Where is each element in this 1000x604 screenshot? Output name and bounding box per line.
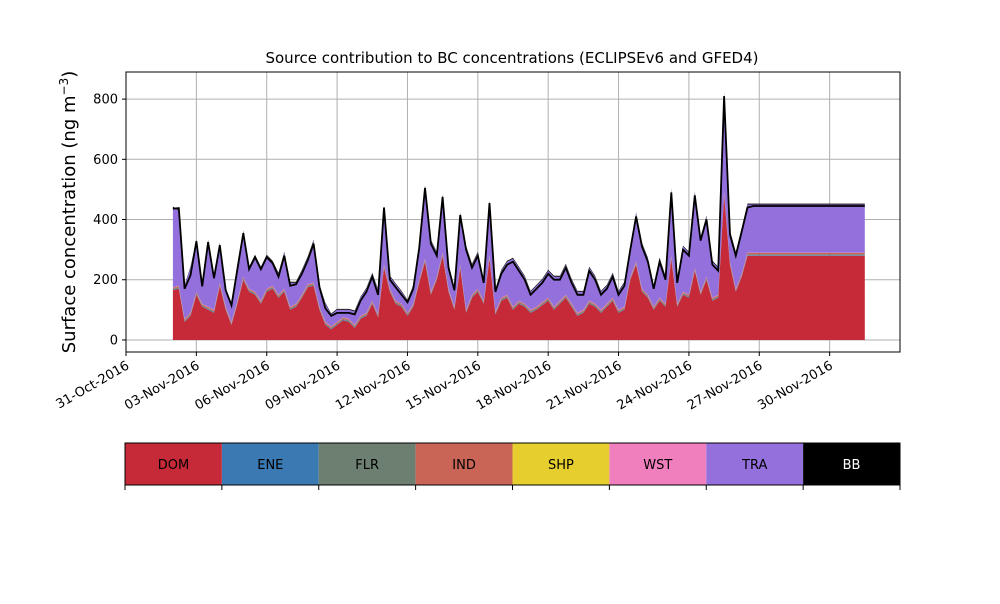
legend-label-wst: WST xyxy=(643,458,672,473)
legend-swatch-wst xyxy=(609,443,707,485)
x-tick-label: 18-Nov-2016 xyxy=(474,358,554,413)
x-tick-label: 03-Nov-2016 xyxy=(122,358,202,413)
x-axis-ticks: 31-Oct-201603-Nov-201606-Nov-201609-Nov-… xyxy=(54,352,836,413)
legend-label-ene: ENE xyxy=(257,458,283,473)
x-tick-label: 31-Oct-2016 xyxy=(54,358,132,412)
y-axis-ticks: 0 200 400 600 800 xyxy=(93,93,126,348)
y-tick-label: 200 xyxy=(93,273,118,288)
legend-label-flr: FLR xyxy=(355,458,379,473)
stacked-areas xyxy=(172,92,865,340)
y-tick-label: 400 xyxy=(93,213,118,228)
chart-title: Source contribution to BC concentrations… xyxy=(265,49,758,67)
legend-swatch-flr xyxy=(318,443,416,485)
area-tra xyxy=(172,93,865,327)
y-tick-label: 600 xyxy=(93,153,118,168)
y-tick-label: 800 xyxy=(93,93,118,108)
y-axis-label-sup: −3 xyxy=(57,78,71,96)
legend-colorbar: DOM ENE FLR IND SHP WST TRA BB xyxy=(124,442,901,490)
legend-label-bb: BB xyxy=(843,458,861,473)
x-tick-label: 15-Nov-2016 xyxy=(404,358,484,413)
legend-label-dom: DOM xyxy=(158,458,189,473)
y-axis-label: Surface concentration (ng m−3) xyxy=(57,71,80,354)
x-tick-label: 09-Nov-2016 xyxy=(263,358,343,413)
legend-swatch-shp xyxy=(512,443,610,485)
y-axis-label-close: ) xyxy=(59,71,80,78)
y-tick-label: 0 xyxy=(110,333,118,348)
legend-label-tra: TRA xyxy=(741,458,767,473)
x-tick-label: 30-Nov-2016 xyxy=(755,358,835,413)
legend-label-shp: SHP xyxy=(548,458,574,473)
total-concentration-line xyxy=(172,96,865,318)
x-tick-label: 12-Nov-2016 xyxy=(333,358,413,413)
y-axis-label-main: Surface concentration (ng m xyxy=(59,95,80,353)
legend-swatch-dom xyxy=(125,443,222,485)
x-tick-label: 21-Nov-2016 xyxy=(544,358,624,413)
plot-border xyxy=(125,71,901,353)
legend-swatch-tra xyxy=(706,443,804,485)
x-tick-label: 27-Nov-2016 xyxy=(685,358,765,413)
x-tick-label: 06-Nov-2016 xyxy=(192,358,272,413)
legend-swatch-ind xyxy=(415,443,513,485)
legend-swatch-bb xyxy=(803,443,900,485)
x-tick-label: 24-Nov-2016 xyxy=(615,358,695,413)
legend-swatch-ene xyxy=(221,443,319,485)
area-dom xyxy=(172,195,865,340)
legend-label-ind: IND xyxy=(452,458,476,473)
